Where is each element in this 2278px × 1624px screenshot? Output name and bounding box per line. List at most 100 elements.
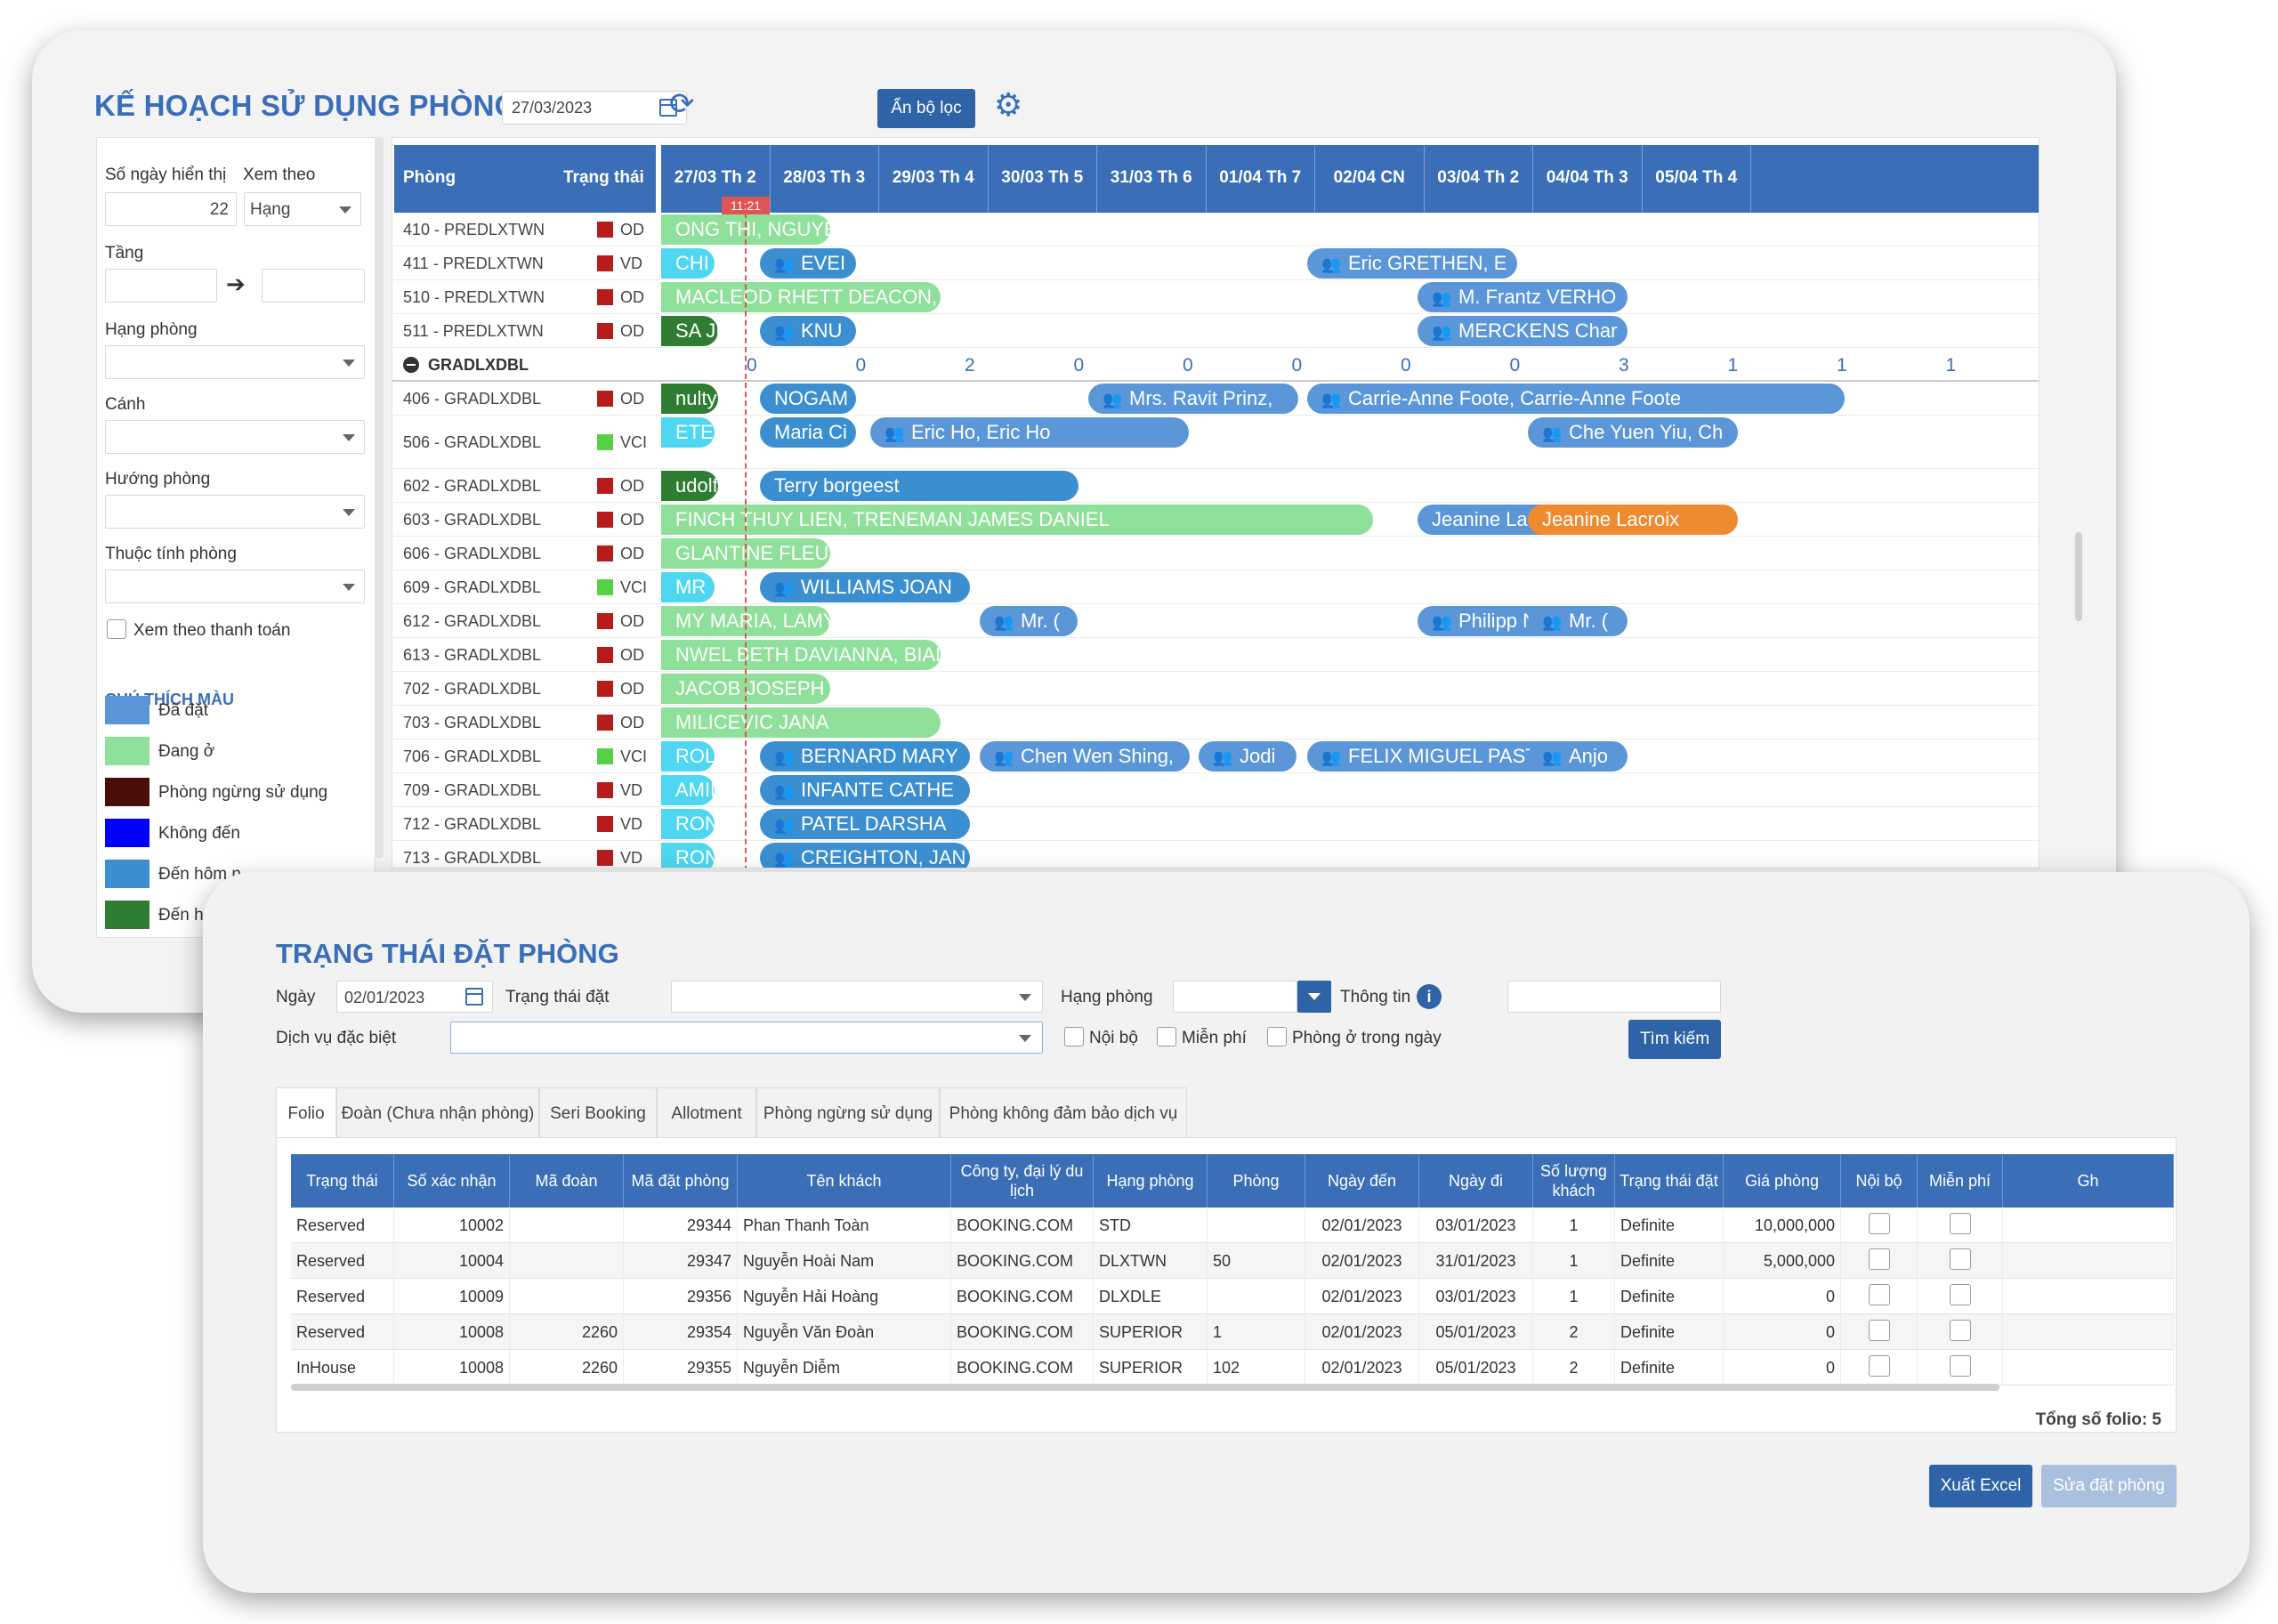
room-row[interactable]: 411 - PREDLXTWN VD (392, 246, 2039, 280)
room-row[interactable]: 612 - GRADLXDBL OD (392, 604, 2039, 638)
table-row[interactable]: Reserved 10004 29347 Nguyễn Hoài Nam BOOKING… (291, 1243, 2174, 1279)
room-row[interactable]: 706 - GRADLXDBL VCI (392, 739, 2039, 773)
table-row[interactable]: Reserved 10008 2260 29354 Nguyễn Văn Đoàn BOO… (291, 1314, 2174, 1350)
booking-bar[interactable]: 👥 Mrs. Ravit Prinz, (1088, 384, 1298, 414)
day-header[interactable]: 31/03 Th 6 (1097, 145, 1207, 213)
edit-booking-button[interactable]: Sửa đặt phòng (2041, 1465, 2177, 1507)
booking-bar[interactable]: ROLD (661, 741, 715, 772)
booking-date-input[interactable]: 02/01/2023 (336, 981, 493, 1013)
booking-bar[interactable]: 👥 Che Yuen Yiu, Ch (1528, 417, 1738, 448)
export-excel-button[interactable]: Xuất Excel (1929, 1465, 2032, 1507)
booking-bar[interactable]: 👥 CREIGHTON, JAN (760, 843, 970, 868)
column-header[interactable]: Gh (2003, 1154, 2174, 1208)
booking-bar[interactable]: 👥 Jodi (1199, 741, 1297, 772)
day-header[interactable]: 27/03 Th 2 (661, 145, 771, 213)
room-class-dropdown-button[interactable] (1297, 981, 1331, 1013)
day-header[interactable]: 30/03 Th 5 (989, 145, 1097, 213)
grid-vertical-scrollbar[interactable] (2075, 532, 2082, 621)
info-input[interactable] (1507, 981, 1721, 1013)
room-row[interactable]: 602 - GRADLXDBL OD (392, 469, 2039, 503)
day-header[interactable]: 04/04 Th 3 (1533, 145, 1643, 213)
booking-bar[interactable]: 👥 M. Frantz VERHO (1418, 282, 1628, 312)
internal-checkbox[interactable] (1064, 1027, 1084, 1046)
booking-bar[interactable]: nulty (661, 384, 718, 414)
days-input[interactable]: 22 (105, 192, 237, 226)
free-checkbox[interactable] (1157, 1027, 1176, 1046)
tab-3[interactable]: Allotment (657, 1087, 756, 1139)
booking-bar[interactable]: 👥 BERNARD MARY (760, 741, 970, 772)
booking-bar[interactable]: RON (661, 843, 715, 868)
column-header[interactable]: Tên khách (738, 1154, 951, 1208)
booking-bar[interactable]: udolf (661, 471, 718, 501)
internal-row-checkbox[interactable] (1868, 1213, 1890, 1234)
column-header[interactable]: Miễn phí (1918, 1154, 2003, 1208)
booking-bar[interactable]: Terry borgeest (760, 471, 1078, 501)
room-row[interactable]: 709 - GRADLXDBL VD (392, 773, 2039, 807)
room-class-group-row[interactable]: GRADLXDBL0020000031110 (392, 348, 2039, 382)
special-service-select[interactable] (450, 1022, 1043, 1054)
tab-2[interactable]: Seri Booking (539, 1087, 657, 1139)
room-class-select[interactable] (105, 345, 365, 379)
tab-0[interactable]: Folio (276, 1087, 336, 1139)
booking-bar[interactable]: NOGAM (760, 384, 856, 414)
column-header[interactable]: Giá phòng (1724, 1154, 1841, 1208)
booking-bar[interactable]: MR (661, 572, 715, 602)
free-row-checkbox[interactable] (1949, 1248, 1971, 1270)
booking-bar[interactable]: MACLEOD RHETT DEACON, I (661, 282, 941, 312)
tab-5[interactable]: Phòng không đảm bảo dịch vụ (940, 1087, 1187, 1139)
gear-icon[interactable]: ⚙ (994, 86, 1023, 123)
room-class-filter-input[interactable] (1173, 981, 1297, 1013)
collapse-icon[interactable] (403, 357, 419, 373)
search-button[interactable]: Tìm kiếm (1628, 1020, 1721, 1059)
table-row[interactable]: Reserved 10002 29344 Phan Thanh Toàn BOOKING… (291, 1208, 2174, 1243)
day-header[interactable]: 02/04 CN (1315, 145, 1425, 213)
booking-bar[interactable]: AMIN (661, 775, 715, 805)
column-header[interactable]: Số xác nhận (394, 1154, 510, 1208)
table-horizontal-scrollbar[interactable] (291, 1384, 1999, 1391)
booking-bar[interactable]: Maria Ci (760, 417, 856, 448)
booking-bar[interactable]: SA JF (661, 316, 718, 346)
wing-select[interactable] (105, 420, 365, 454)
info-icon[interactable]: i (1417, 984, 1442, 1009)
booking-bar[interactable]: 👥 Anjo (1528, 741, 1626, 772)
booking-bar[interactable]: Jeanine Lacroix (1528, 505, 1738, 535)
attribute-select[interactable] (105, 570, 365, 603)
free-row-checkbox[interactable] (1949, 1355, 1971, 1377)
day-header[interactable]: 01/04 Th 7 (1207, 145, 1315, 213)
booking-bar[interactable]: 👥 Mr. ( (980, 606, 1078, 636)
booking-bar[interactable]: 👥 INFANTE CATHE (760, 775, 970, 805)
day-header[interactable]: 28/03 Th 3 (771, 145, 879, 213)
sidebar-scrollbar[interactable] (375, 137, 384, 858)
column-header[interactable]: Trạng thái đặt (1615, 1154, 1724, 1208)
booking-bar[interactable]: RON (661, 809, 715, 839)
room-row[interactable]: 702 - GRADLXDBL OD (392, 672, 2039, 706)
booking-bar[interactable]: 👥 Eric Ho, Eric Ho (870, 417, 1189, 448)
free-row-checkbox[interactable] (1949, 1320, 1971, 1341)
column-header[interactable]: Ngày đến (1305, 1154, 1419, 1208)
refresh-icon[interactable]: ⟳ (669, 87, 695, 121)
free-row-checkbox[interactable] (1949, 1284, 1971, 1305)
room-row[interactable]: 603 - GRADLXDBL OD (392, 503, 2039, 537)
room-row[interactable]: 410 - PREDLXTWN OD (392, 213, 2039, 246)
booking-bar[interactable]: 👥 WILLIAMS JOAN (760, 572, 970, 602)
column-header[interactable]: Ngày đi (1419, 1154, 1533, 1208)
booking-bar[interactable]: 👥 Mr. ( (1528, 606, 1626, 636)
booking-bar[interactable]: MILICEVIC JANA (661, 707, 941, 738)
room-row[interactable]: 511 - PREDLXTWN OD (392, 314, 2039, 348)
room-row[interactable]: 506 - GRADLXDBL VCI (392, 416, 2039, 469)
column-header[interactable]: Hạng phòng (1094, 1154, 1208, 1208)
floor-from-input[interactable] (105, 269, 217, 303)
tab-4[interactable]: Phòng ngừng sử dụng (756, 1087, 940, 1139)
table-row[interactable]: Reserved 10009 29356 Nguyễn Hải Hoàng BOOKIN… (291, 1279, 2174, 1314)
tab-1[interactable]: Đoàn (Chưa nhận phòng) (336, 1087, 539, 1139)
payment-checkbox[interactable] (107, 619, 126, 639)
column-header[interactable]: Công ty, đại lý du lịch (951, 1154, 1094, 1208)
booking-bar[interactable]: 👥 Eric GRETHEN, E (1307, 248, 1517, 279)
room-row[interactable]: 406 - GRADLXDBL OD (392, 382, 2039, 416)
internal-row-checkbox[interactable] (1868, 1284, 1890, 1305)
room-row[interactable]: 510 - PREDLXTWN OD (392, 280, 2039, 314)
view-by-select[interactable]: Hạng (244, 192, 361, 226)
booking-bar[interactable]: 👥 Chen Wen Shing, (980, 741, 1190, 772)
hide-filter-button[interactable]: Ẩn bộ lọc (877, 89, 975, 128)
booking-status-select[interactable] (671, 981, 1043, 1013)
